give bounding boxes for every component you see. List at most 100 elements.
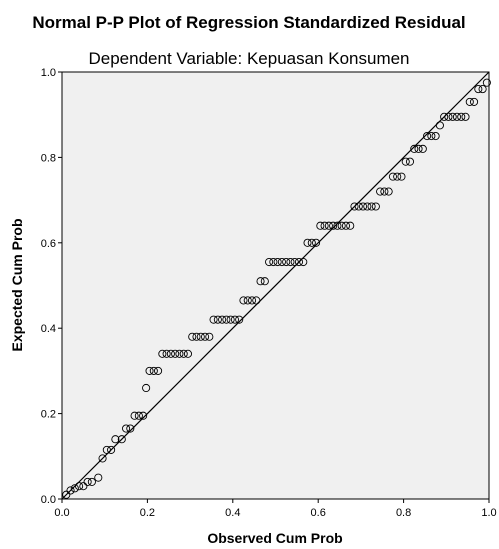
x-axis-ticks: 0.0 0.2 0.4 0.6 0.8 1.0 [54,499,497,519]
data-point [239,296,248,305]
x-tick-label: 0.8 [396,507,411,519]
data-point [145,366,154,375]
data-point [478,85,487,94]
data-point [423,131,432,141]
data-point [282,257,291,267]
data-point [393,172,402,181]
y-tick-label: 0.8 [41,152,56,164]
data-point [162,349,171,358]
data-point [316,221,325,230]
data-point [367,202,376,211]
data-point [111,435,120,444]
data-point [171,349,180,358]
data-point [350,202,359,211]
data-point [256,277,265,286]
data-point [380,187,389,196]
data-point [448,112,457,121]
data-point [154,366,163,375]
data-point [461,112,470,121]
data-point [260,277,269,286]
x-tick-label: 1.0 [481,507,496,519]
data-point [149,366,158,375]
reference-line [61,71,490,500]
data-point [337,221,346,230]
data-point [358,202,368,211]
data-point [410,144,419,153]
data-point [166,349,175,358]
data-point [196,332,205,341]
data-point [286,257,295,267]
data-point [126,424,135,433]
data-point [371,202,380,211]
data-point [388,172,397,181]
data-point [175,349,184,358]
data-points-group [62,78,491,499]
data-point [440,112,449,121]
data-point [218,315,227,324]
data-point [457,112,466,121]
data-point [299,257,308,267]
data-point [243,296,252,305]
data-point [226,315,235,324]
data-point [333,221,342,230]
data-point [117,435,126,444]
y-tick-label: 0.2 [41,409,56,421]
data-point [130,411,139,420]
data-point [87,477,96,486]
data-point [384,187,393,196]
data-point [452,112,462,121]
data-point [158,349,167,358]
data-point [431,131,440,141]
data-point [435,121,444,130]
y-tick-label: 0.4 [41,323,56,335]
data-point [401,157,410,166]
data-point [277,257,286,267]
data-point [418,144,427,153]
data-point [354,202,363,211]
data-point [363,202,372,211]
data-point [252,296,261,305]
data-point [70,484,79,493]
y-tick-label: 0.0 [41,494,56,506]
data-point [188,332,197,341]
data-point [142,383,151,393]
y-axis-label: Expected Cum Prob [9,218,25,351]
data-point [303,238,312,247]
data-point [107,445,116,454]
data-point [414,144,423,153]
data-point [179,349,188,358]
data-point [230,315,239,324]
data-point [320,221,329,230]
data-point [482,78,491,87]
data-point [405,157,415,166]
data-point [324,221,333,230]
data-point [346,221,355,230]
chart-title: Normal P-P Plot of Regression Standardiz… [32,13,465,32]
data-point [183,349,193,358]
data-point [79,482,88,491]
data-point [312,238,321,247]
data-point [66,486,75,495]
data-point [341,221,351,230]
data-point [269,257,278,267]
x-tick-label: 0.0 [54,507,69,519]
data-point [397,172,406,181]
data-point [307,238,316,247]
data-point [474,85,483,94]
data-point [205,332,214,341]
data-point [139,411,148,420]
data-point [192,332,201,341]
y-tick-label: 1.0 [41,67,56,79]
y-axis-ticks: 0.0 0.2 0.4 0.6 0.8 1.0 [41,67,62,506]
x-tick-label: 0.2 [140,507,155,519]
data-point [470,97,479,106]
data-point [122,424,131,433]
x-axis-label: Observed Cum Prob [207,530,342,546]
data-point [427,131,436,141]
data-point [465,97,474,106]
data-point [290,257,299,267]
data-point [94,473,103,482]
x-tick-label: 0.4 [225,507,240,519]
x-tick-label: 0.6 [311,507,326,519]
